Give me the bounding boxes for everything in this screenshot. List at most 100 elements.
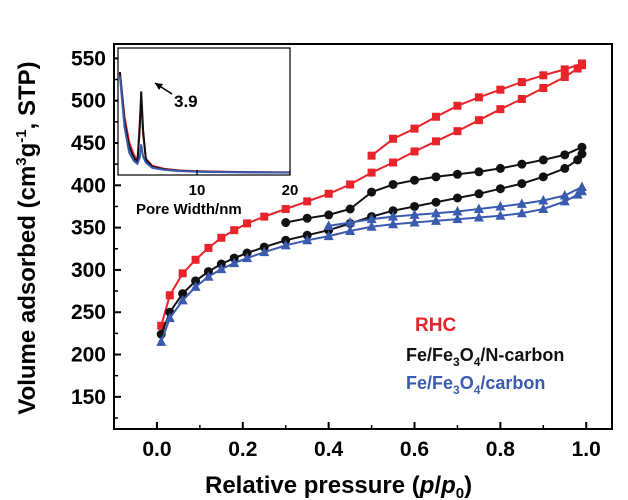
data-point — [229, 257, 240, 268]
y-tick-label: 550 — [71, 47, 106, 70]
data-point — [431, 172, 441, 182]
plot-frame — [113, 43, 613, 430]
inset-annotation-label: 3.9 — [174, 92, 198, 111]
data-point — [431, 197, 441, 207]
data-point — [430, 215, 441, 225]
data-point — [474, 167, 484, 177]
data-point — [474, 116, 483, 125]
data-point — [323, 230, 334, 241]
data-point — [177, 294, 188, 305]
inset-layer: 10 20 — [118, 71, 298, 199]
data-point — [217, 233, 226, 242]
data-point — [517, 159, 527, 169]
data-point — [165, 291, 174, 300]
data-point — [474, 93, 483, 102]
data-point — [345, 204, 355, 214]
data-point — [577, 149, 587, 159]
data-point — [539, 84, 548, 92]
data-point — [495, 163, 505, 173]
data-point — [473, 211, 484, 222]
data-point — [345, 225, 356, 235]
data-point — [345, 217, 356, 227]
data-point — [409, 217, 420, 227]
y-axis-label: Volume adsorbed (cm3g-1, STP) — [13, 61, 41, 414]
y-tick-label: 400 — [71, 174, 106, 197]
data-point — [366, 221, 377, 231]
data-point — [409, 209, 420, 219]
x-tick-label: 0.6 — [400, 438, 429, 461]
main-ticks: 0.0 0.2 0.4 0.6 0.8 1.0 150 200 250 300 350 400 450 5… — [71, 47, 601, 461]
data-point — [495, 184, 505, 194]
data-point — [576, 181, 587, 191]
data-point — [388, 179, 398, 189]
series-rhc — [157, 59, 586, 330]
data-point — [496, 85, 505, 94]
inset-x-tick-label: 10 — [189, 182, 206, 199]
data-point — [577, 142, 587, 152]
data-point — [410, 175, 420, 185]
data-point — [410, 201, 420, 211]
data-point — [539, 71, 548, 80]
data-point — [281, 205, 290, 213]
data-point — [559, 195, 570, 206]
data-point — [157, 321, 166, 330]
x-tick-label: 0.4 — [314, 438, 344, 461]
data-point — [178, 269, 187, 278]
data-point — [281, 218, 291, 228]
inset-frame — [117, 47, 291, 176]
data-point — [156, 336, 167, 346]
data-point — [560, 73, 569, 81]
data-point — [495, 200, 506, 211]
data-point — [260, 212, 269, 221]
inset-annotation-arrowhead — [155, 83, 163, 90]
series-fe-fe3o4-carbon — [156, 181, 587, 346]
y-tick-label: 500 — [71, 90, 106, 113]
data-point — [577, 59, 586, 68]
data-point — [517, 179, 527, 189]
data-point — [517, 78, 526, 87]
x-axis-label: Relative pressure (p/p0) — [205, 472, 472, 500]
data-point — [324, 189, 333, 198]
data-point — [388, 218, 399, 229]
data-point — [190, 281, 201, 291]
data-point — [389, 134, 398, 143]
data-point — [367, 168, 376, 177]
inset-series-line — [118, 76, 291, 174]
data-point — [191, 276, 201, 286]
data-point — [178, 289, 188, 299]
data-point — [366, 213, 377, 224]
data-point — [259, 246, 270, 257]
data-point — [164, 312, 175, 323]
x-tick-label: 1.0 — [572, 438, 601, 461]
data-point — [323, 220, 334, 230]
data-point — [559, 189, 570, 200]
x-tick-label: 0.8 — [486, 438, 516, 461]
data-point — [242, 252, 253, 263]
data-point — [473, 203, 484, 213]
data-point — [303, 197, 312, 206]
data-point — [517, 95, 526, 103]
data-point — [388, 206, 398, 216]
x-tick-label: 0.2 — [228, 438, 257, 461]
data-point — [453, 101, 462, 110]
data-point — [452, 169, 462, 179]
data-point — [324, 210, 334, 220]
data-point — [452, 206, 463, 216]
data-point — [367, 187, 377, 197]
y-tick-label: 200 — [71, 344, 106, 367]
series-fe-fe3o4-n-carbon — [156, 142, 587, 339]
data-point — [516, 198, 527, 208]
data-point — [430, 207, 441, 218]
data-point — [204, 243, 213, 252]
data-point — [560, 65, 569, 74]
data-point — [302, 234, 313, 245]
data-point — [431, 137, 440, 146]
data-point — [410, 124, 419, 133]
data-point — [431, 112, 440, 121]
data-point — [346, 180, 355, 189]
data-point — [389, 158, 398, 167]
legend-rhc: RHC — [415, 315, 456, 336]
data-point — [453, 127, 462, 136]
